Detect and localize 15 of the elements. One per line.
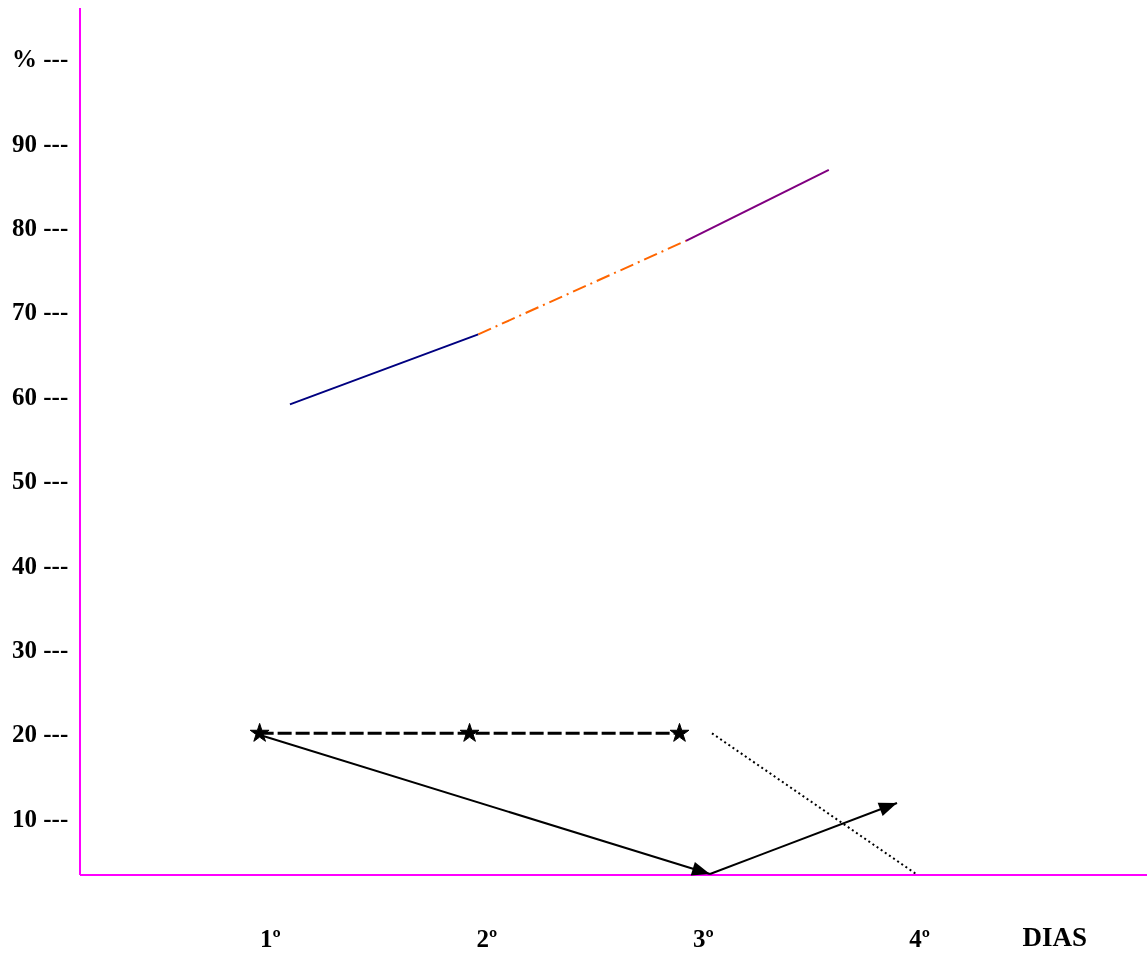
- y-tick-label: 20 ---: [12, 720, 69, 748]
- y-tick-label: % ---: [12, 45, 69, 73]
- x-tick-label: 3º: [692, 924, 714, 952]
- x-axis-title: DIAS: [1022, 922, 1087, 952]
- y-tick-label: 50 ---: [12, 467, 69, 495]
- y-tick-label: 40 ---: [12, 551, 69, 579]
- y-tick-label: 80 ---: [12, 214, 69, 242]
- y-tick-label: 10 ---: [12, 804, 69, 832]
- y-tick-label: 30 ---: [12, 635, 69, 663]
- x-tick-label: 1º: [260, 924, 281, 952]
- x-tick-label: 2º: [476, 924, 498, 952]
- y-tick-label: 60 ---: [12, 382, 69, 410]
- y-tick-label: 90 ---: [12, 129, 69, 157]
- y-tick-label: 70 ---: [12, 298, 69, 326]
- x-tick-label: 4º: [909, 924, 931, 952]
